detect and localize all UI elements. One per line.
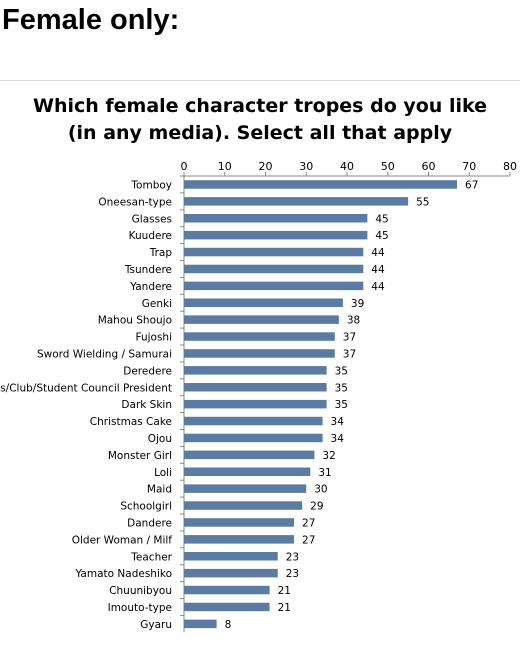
bar xyxy=(184,568,278,578)
data-label: 44 xyxy=(371,247,385,259)
bar xyxy=(184,501,303,510)
x-tick-label: 0 xyxy=(181,160,188,173)
bar xyxy=(184,298,343,307)
bar xyxy=(184,281,364,291)
bar xyxy=(184,332,335,341)
category-label: Loli xyxy=(154,467,172,479)
bar xyxy=(184,484,307,493)
category-label: Glasses xyxy=(132,213,172,225)
bar xyxy=(184,450,315,460)
bar xyxy=(184,315,339,324)
data-label: 35 xyxy=(335,382,348,394)
data-label: 29 xyxy=(310,501,323,513)
category-label: Monster Girl xyxy=(108,450,172,462)
bar xyxy=(184,214,368,223)
x-tick-label: 30 xyxy=(299,160,313,173)
data-label: 30 xyxy=(314,484,327,496)
category-label: Tomboy xyxy=(130,179,172,191)
category-label: Teacher xyxy=(130,551,172,563)
chart-title-line: (in any media). Select all that apply xyxy=(68,122,453,144)
data-label: 37 xyxy=(343,348,356,360)
category-label: Kuudere xyxy=(129,230,172,242)
bar xyxy=(184,264,364,274)
category-label: Christmas Cake xyxy=(90,416,172,428)
x-tick-label: 20 xyxy=(259,160,273,173)
category-label: Yamato Nadeshiko xyxy=(74,568,172,580)
x-tick-label: 60 xyxy=(422,160,436,173)
category-label: Oneesan-type xyxy=(98,196,172,208)
data-label: 44 xyxy=(371,281,385,293)
data-label: 45 xyxy=(375,230,388,242)
x-tick-label: 80 xyxy=(503,160,517,173)
bar xyxy=(184,518,295,527)
bar xyxy=(184,247,364,257)
data-label: 37 xyxy=(343,332,356,344)
x-tick-label: 50 xyxy=(381,160,395,173)
data-label: 45 xyxy=(375,213,388,225)
category-label: Tsundere xyxy=(124,264,172,276)
category-label: Older Woman / Milf xyxy=(72,534,173,546)
bar xyxy=(184,433,323,443)
data-label: 31 xyxy=(318,467,331,479)
category-label: Trap xyxy=(149,247,173,259)
category-label: Gyaru xyxy=(140,619,172,631)
page-heading: Female only: xyxy=(2,4,180,36)
bar xyxy=(184,399,327,409)
x-tick-label: 10 xyxy=(218,160,232,173)
bar xyxy=(184,230,368,240)
bar xyxy=(184,619,217,629)
bar xyxy=(184,467,311,476)
chart-title-line: Which female character tropes do you lik… xyxy=(33,95,487,117)
bar xyxy=(184,349,335,358)
data-label: 23 xyxy=(286,568,299,580)
category-label: Genki xyxy=(142,298,172,310)
category-label: Schoolgirl xyxy=(120,501,172,513)
category-label: Ojou xyxy=(148,433,172,445)
category-label: Deredere xyxy=(123,365,172,377)
bar xyxy=(184,366,327,375)
category-label: Dandere xyxy=(127,517,172,529)
data-label: 34 xyxy=(331,416,345,428)
data-label: 8 xyxy=(225,619,232,631)
data-label: 44 xyxy=(371,264,385,276)
data-label: 39 xyxy=(351,298,364,310)
data-label: 27 xyxy=(302,517,315,529)
data-label: 55 xyxy=(416,196,429,208)
data-label: 35 xyxy=(335,399,348,411)
category-label: Mahou Shoujo xyxy=(98,315,172,327)
x-tick-label: 40 xyxy=(340,160,354,173)
data-label: 21 xyxy=(278,585,291,597)
bar xyxy=(184,416,323,426)
category-label: Imouto-type xyxy=(108,602,172,614)
bar xyxy=(184,585,270,595)
bar xyxy=(184,180,458,189)
category-label: Class/Club/Student Council President xyxy=(0,382,172,394)
bar xyxy=(184,602,270,612)
bar xyxy=(184,197,409,206)
category-label: Maid xyxy=(147,484,172,496)
data-label: 67 xyxy=(465,179,478,191)
data-label: 27 xyxy=(302,534,315,546)
data-label: 32 xyxy=(322,450,335,462)
data-label: 34 xyxy=(331,433,345,445)
data-label: 35 xyxy=(335,365,348,377)
category-label: Yandere xyxy=(129,281,172,293)
category-label: Sword Wielding / Samurai xyxy=(37,348,172,360)
divider xyxy=(0,80,520,81)
bar xyxy=(184,383,327,392)
data-label: 23 xyxy=(286,551,299,563)
bar xyxy=(184,552,278,561)
category-label: Fujoshi xyxy=(135,332,172,344)
bar xyxy=(184,535,295,544)
category-label: Chuunibyou xyxy=(109,585,172,597)
category-label: Dark Skin xyxy=(121,399,172,411)
data-label: 21 xyxy=(278,602,291,614)
data-label: 38 xyxy=(347,315,360,327)
x-tick-label: 70 xyxy=(462,160,476,173)
